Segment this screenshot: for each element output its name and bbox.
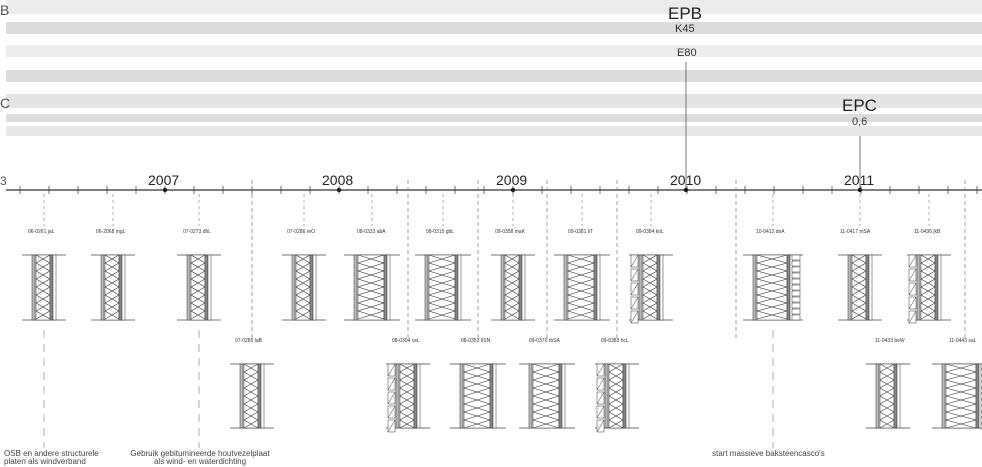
year-2011: 2011 — [844, 172, 875, 188]
top-code-3: 07-0273 dhL — [183, 229, 212, 235]
epb-k-value: K45 — [675, 23, 695, 35]
wall-section-top-9 — [629, 254, 673, 324]
note-osb-line-2: platen als windverband — [4, 457, 86, 467]
top-code-12: 11-0436 jkB — [914, 229, 941, 235]
bottom-code-7: 11-0443 saL — [949, 338, 977, 344]
wall-section-bottom-2 — [386, 363, 430, 433]
top-code-5: 08-0333 abA — [357, 229, 386, 235]
top-code-7: 09-0358 maK — [495, 229, 526, 235]
note-brick: start massieve baksteencasco's — [712, 449, 825, 458]
top-code-6: 08-0315 gbL — [426, 229, 455, 235]
wall-section-top-4 — [282, 254, 326, 321]
note-bitumen-line-2: als wind- en waterdichting — [153, 457, 247, 467]
wall-section-top-8 — [554, 254, 610, 321]
top-code-4: 07-0286 reO — [287, 229, 316, 235]
wall-section-bottom-6 — [866, 363, 910, 429]
wall-section-bottom-1 — [230, 363, 274, 429]
bottom-code-4: 09-0370 rbSA — [529, 338, 560, 344]
wall-section-top-7 — [491, 254, 535, 321]
edge-label-b: B — [0, 2, 10, 18]
bottom-code-6: 11-0433 beW — [875, 338, 905, 344]
epc-title: EPC — [842, 96, 877, 115]
top-code-2: 06-2068 mgL — [96, 229, 126, 235]
epc-band — [6, 94, 982, 138]
wall-section-top-11 — [838, 254, 882, 321]
wall-section-top-5 — [344, 254, 400, 321]
wall-section-top-10 — [743, 254, 803, 321]
year-2010: 2010 — [670, 172, 702, 188]
top-code-8: 09-0381 liT — [568, 229, 594, 235]
note-osb-line-1: OSB en andere structurele — [4, 449, 99, 458]
wall-section-top-2 — [91, 254, 135, 321]
wall-section-bottom-5 — [595, 363, 639, 433]
wall-section-top-6 — [415, 254, 471, 321]
edge-label-c: C — [0, 95, 11, 111]
top-code-1: 06-0261 jaL — [28, 229, 55, 235]
bottom-code-2: 08-0304 ceL — [392, 338, 420, 344]
bottom-code-5: 09-0383 hcL — [601, 338, 629, 344]
bottom-code-3: 08-0353 IlSN — [461, 338, 491, 344]
epb-title: EPB — [668, 4, 703, 23]
wall-section-bottom-4 — [519, 363, 575, 429]
wall-section-bottom-3 — [450, 363, 506, 429]
bottom-code-1: 07-0285 laB — [235, 338, 262, 344]
wall-section-top-1 — [22, 254, 66, 321]
note-osb: OSB en andere structurele platen als win… — [4, 449, 99, 467]
year-marker-5 — [857, 187, 863, 193]
note-bitumen-line-1: Gebruik gebitumineerde houtvezelplaat — [130, 449, 270, 458]
top-code-10: 10-0412 dnA — [756, 229, 785, 235]
year-2007: 2007 — [148, 172, 180, 188]
top-code-11: 11-0417 mSA — [840, 229, 871, 235]
epb-band — [6, 0, 982, 82]
note-brick-line-1: start massieve baksteencasco's — [712, 449, 825, 458]
epb-e-value: E80 — [677, 47, 697, 59]
year-2009: 2009 — [496, 172, 528, 188]
note-bitumen: Gebruik gebitumineerde houtvezelplaat al… — [125, 449, 275, 467]
wall-section-top-3 — [177, 254, 221, 321]
epc-value: 0,6 — [852, 116, 868, 128]
wall-section-top-12 — [907, 254, 951, 324]
top-code-9: 09-0384 knL — [636, 229, 664, 235]
edge-label-3: 3 — [0, 174, 7, 188]
wall-section-bottom-7 — [932, 363, 982, 430]
year-marker-4 — [683, 187, 689, 193]
year-2008: 2008 — [322, 172, 354, 188]
